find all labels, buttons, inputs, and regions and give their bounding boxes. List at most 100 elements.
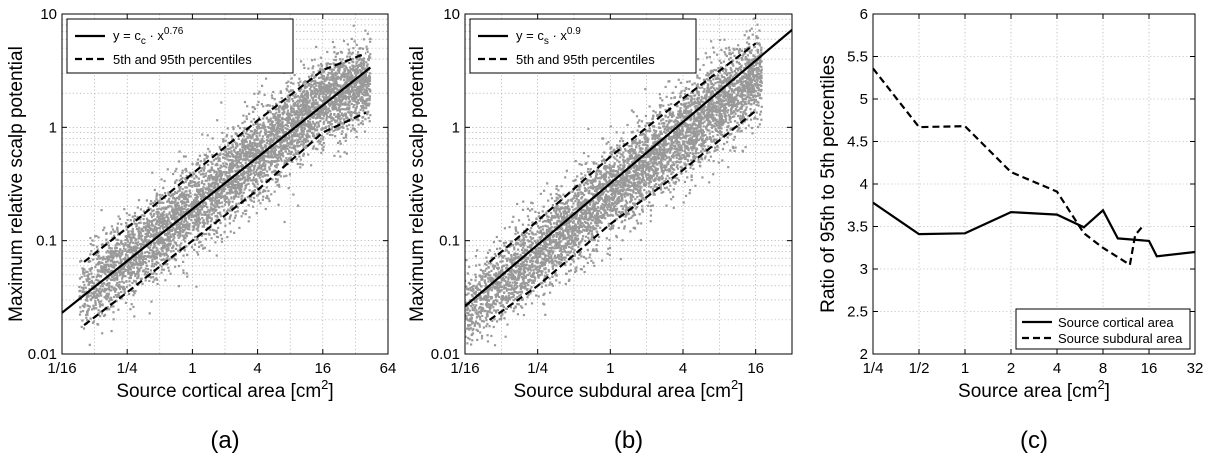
scatter-point (271, 105, 274, 108)
scatter-point (159, 230, 162, 234)
scatter-point (313, 136, 316, 140)
scatter-point (265, 196, 268, 200)
scatter-point (193, 193, 197, 196)
scatter-point (345, 116, 348, 119)
scatter-point (102, 314, 106, 317)
scatter-point (196, 251, 199, 254)
scatter-point (136, 277, 139, 280)
scatter-point (106, 268, 109, 271)
scatter-point (210, 185, 213, 188)
scatter-point (255, 132, 258, 135)
scatter-point (296, 126, 299, 129)
scatter-point (359, 99, 363, 102)
scatter-point (231, 145, 235, 148)
scatter-point (79, 310, 82, 313)
scatter-point (129, 246, 132, 249)
scatter-point (262, 154, 265, 157)
scatter-point (117, 270, 120, 273)
scatter-point (183, 228, 186, 232)
scatter-point (162, 247, 165, 250)
scatter-point (206, 191, 209, 195)
scatter-point (240, 215, 243, 218)
scatter-point (177, 204, 180, 207)
scatter-point (133, 236, 136, 240)
scatter-point (358, 69, 361, 72)
scatter-point (349, 66, 352, 69)
scatter-point (366, 82, 369, 86)
scatter-point (214, 196, 217, 200)
scatter-point (86, 276, 90, 279)
scatter-point (298, 105, 301, 108)
scatter-point (97, 313, 100, 316)
scatter-point (109, 250, 112, 253)
scatter-point (90, 308, 94, 311)
scatter-point (98, 300, 101, 303)
scatter-point (251, 182, 255, 185)
scatter-point (82, 272, 85, 275)
scatter-point (263, 125, 266, 128)
scatter-point (179, 207, 183, 210)
scatter-point (219, 211, 222, 214)
scatter-point (97, 309, 100, 312)
scatter-point (263, 124, 266, 127)
scatter-point (253, 143, 256, 146)
scatter-point (157, 243, 160, 246)
scatter-point (343, 79, 346, 82)
scatter-point (157, 232, 160, 236)
scatter-point (165, 252, 168, 255)
scatter-point (168, 244, 171, 247)
scatter-point (217, 195, 220, 198)
scatter-point (225, 135, 228, 138)
scatter-point (225, 155, 228, 158)
scatter-point (152, 256, 156, 259)
scatter-point (252, 156, 255, 159)
scatter-point (280, 97, 283, 100)
scatter-point (168, 211, 171, 214)
scatter-point (171, 233, 175, 236)
scatter-point (307, 93, 310, 97)
scatter-point (320, 64, 323, 67)
scatter-point (333, 66, 336, 69)
scatter-point (273, 169, 277, 173)
scatter-point (334, 82, 337, 85)
scatter-point (204, 191, 207, 194)
scatter-point (305, 85, 308, 88)
scatter-point (150, 249, 153, 252)
scatter-point (124, 248, 127, 251)
scatter-point (354, 98, 357, 101)
scatter-point (227, 203, 231, 206)
scatter-point (87, 283, 90, 286)
scatter-point (253, 191, 257, 194)
scatter-point (258, 163, 261, 167)
scatter-point (336, 128, 339, 131)
scatter-point (155, 230, 158, 233)
scatter-point (176, 204, 179, 207)
scatter-point (213, 169, 216, 172)
scatter-point (232, 191, 235, 194)
scatter-point (271, 178, 274, 181)
scatter-point (118, 243, 121, 246)
scatter-point (295, 113, 298, 116)
scatter-point (322, 82, 325, 85)
scatter-point (178, 187, 181, 191)
scatter-point (95, 287, 98, 290)
scatter-point (292, 128, 295, 132)
scatter-point (347, 85, 350, 88)
scatter-point (366, 50, 369, 53)
scatter-point (351, 75, 354, 78)
scatter-point (126, 224, 129, 227)
scatter-point (315, 101, 318, 104)
scatter-point (185, 200, 188, 204)
scatter-point (246, 136, 249, 140)
scatter-point (295, 95, 298, 99)
scatter-point (176, 196, 179, 200)
scatter-point (133, 214, 136, 218)
scatter-point (338, 97, 341, 100)
scatter-point (163, 210, 166, 213)
scatter-point (99, 315, 102, 318)
scatter-point (336, 141, 340, 145)
scatter-point (83, 283, 86, 287)
scatter-point (147, 219, 150, 222)
scatter-point (148, 246, 152, 249)
scatter-point (231, 162, 234, 165)
